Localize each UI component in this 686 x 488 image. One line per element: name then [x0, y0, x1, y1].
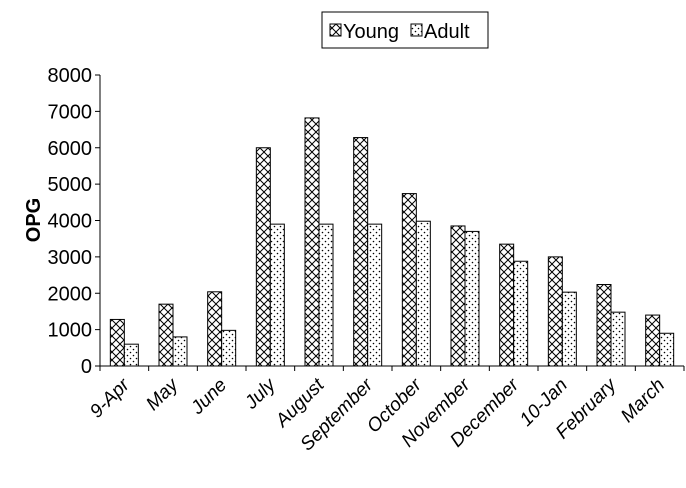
bar-young-1	[158, 303, 174, 367]
legend-label-adult: Adult	[424, 21, 470, 43]
bar-adult-6	[415, 220, 431, 367]
bar-young-9	[547, 256, 563, 367]
x-ticks	[99, 366, 685, 371]
bar-young-2	[207, 291, 223, 367]
bar-young-8	[499, 243, 515, 367]
y-tick-label: 0	[81, 356, 92, 378]
bar-adult-5	[367, 223, 383, 367]
y-tick-label: 4000	[48, 211, 93, 233]
category-labels: 9-Apr May June JulyAugustSeptemberOctoberNo…	[86, 374, 669, 456]
bar-young-6	[401, 193, 417, 367]
y-tick-label: 7000	[48, 101, 93, 123]
y-tick-label: 3000	[48, 247, 93, 269]
bar-adult-0	[123, 343, 139, 367]
legend-swatch-adult	[410, 23, 423, 37]
x-category-label: June	[187, 375, 232, 420]
bars	[109, 117, 675, 367]
legend-box	[321, 11, 489, 49]
y-tick-label: 8000	[48, 65, 93, 87]
bar-adult-7	[464, 230, 480, 367]
bar-young-0	[109, 318, 125, 367]
bar-adult-10	[610, 311, 626, 367]
bar-adult-8	[513, 260, 529, 367]
bar-young-4	[304, 117, 320, 367]
y-tick-label: 5000	[48, 174, 93, 196]
x-category-label: May	[142, 374, 183, 415]
y-tick-label: 2000	[48, 283, 93, 305]
y-ticks: 0 1000 2000 3000 4000 5000 6000 7000 8000	[48, 65, 100, 378]
legend: Young Adult	[321, 11, 489, 49]
x-category-label: 9-Apr	[86, 374, 134, 422]
x-category-label: July	[240, 374, 281, 415]
bar-adult-1	[172, 336, 188, 367]
y-tick-label: 1000	[48, 320, 93, 342]
bar-young-10	[596, 284, 612, 367]
bar-adult-11	[659, 332, 675, 367]
y-tick-label: 6000	[48, 138, 93, 160]
y-axis-title: OPG	[23, 198, 45, 242]
bar-young-7	[450, 225, 466, 367]
bar-adult-9	[561, 291, 577, 367]
bar-young-3	[255, 147, 271, 367]
bar-adult-2	[221, 329, 237, 367]
x-category-label: March	[617, 375, 669, 427]
legend-swatch-young	[329, 23, 342, 37]
bar-adult-3	[269, 223, 285, 367]
bar-young-5	[353, 137, 369, 367]
bar-young-11	[645, 314, 661, 367]
legend-label-young: Young	[343, 21, 399, 43]
bar-adult-4	[318, 223, 334, 367]
